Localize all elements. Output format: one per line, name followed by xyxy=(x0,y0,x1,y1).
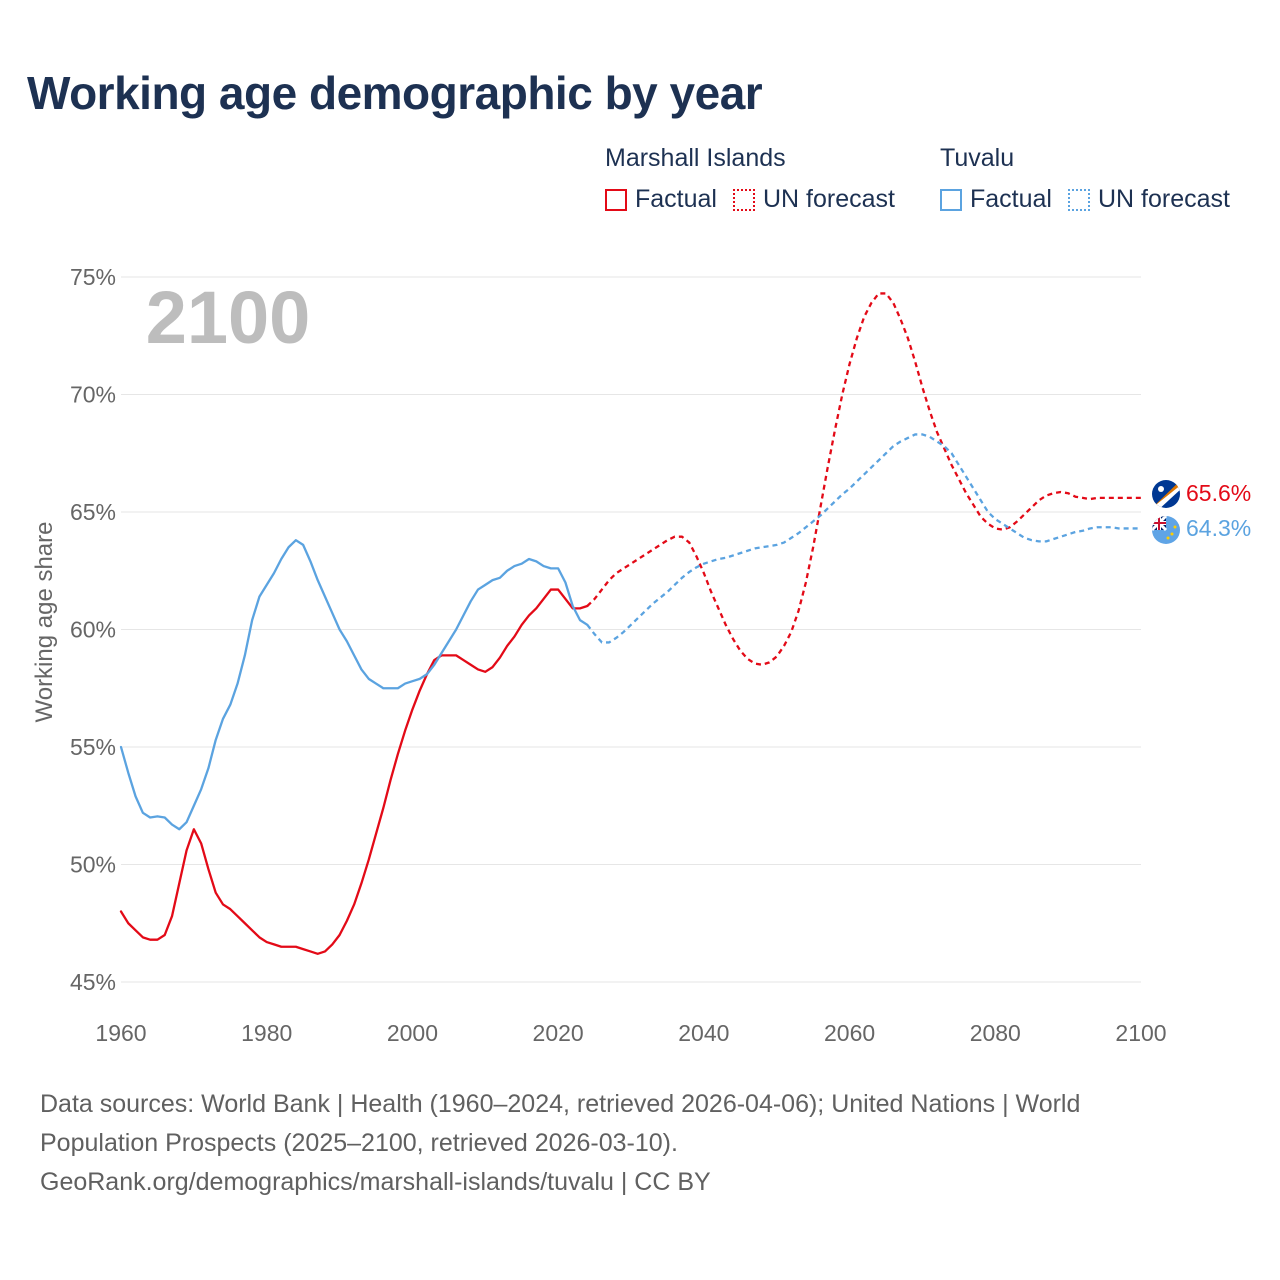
current-year-watermark: 2100 xyxy=(146,276,311,359)
y-axis-label: Working age share xyxy=(31,522,58,723)
y-tick-label: 45% xyxy=(70,969,116,995)
y-tick-label: 55% xyxy=(70,734,116,760)
marshall-islands-end-value: 65.6% xyxy=(1186,480,1251,506)
legend-label: UN forecast xyxy=(1097,185,1230,213)
y-tick-label: 60% xyxy=(70,617,116,643)
legend-swatch-solid-icon xyxy=(605,188,627,211)
legend-item-marshall-forecast[interactable]: UN forecast xyxy=(732,185,895,214)
tuvalu-factual-line xyxy=(119,539,589,831)
legend-country-name: Marshall Islands xyxy=(605,144,786,172)
legend-item-tuvalu-forecast[interactable]: UN forecast xyxy=(1067,185,1230,214)
marshall-islands-factual-line xyxy=(119,588,589,955)
tuvalu-end-value: 64.3% xyxy=(1186,515,1251,541)
legend-label: Factual xyxy=(970,185,1052,213)
marshall-islands-flag-icon xyxy=(1152,480,1180,508)
y-tick-label: 75% xyxy=(70,264,116,290)
y-tick-label: 65% xyxy=(70,499,116,525)
legend-swatch-solid-icon xyxy=(940,188,962,211)
legend-label: UN forecast xyxy=(762,185,895,213)
legend-country-name: Tuvalu xyxy=(940,144,1015,172)
tuvalu-flag-icon xyxy=(1152,516,1180,544)
legend-swatch-dotted-icon xyxy=(1067,188,1090,211)
x-tick-label: 2000 xyxy=(387,1020,438,1046)
chart-title: Working age demographic by year xyxy=(27,67,763,119)
x-tick-label: 2080 xyxy=(970,1020,1021,1046)
marshall-islands-forecast-line xyxy=(586,292,1141,666)
x-tick-label: 1960 xyxy=(95,1020,146,1046)
x-tick-label: 1980 xyxy=(241,1020,292,1046)
y-tick-label: 50% xyxy=(70,852,116,878)
footer-line: Population Prospects (2025–2100, retriev… xyxy=(40,1129,678,1157)
x-tick-label: 2060 xyxy=(824,1020,875,1046)
x-tick-label: 2100 xyxy=(1115,1020,1166,1046)
footer-link[interactable]: GeoRank.org/demographics/marshall-island… xyxy=(40,1168,711,1196)
x-tick-label: 2040 xyxy=(678,1020,729,1046)
legend-swatch-dotted-icon xyxy=(732,188,755,211)
chart-plot-area: 45% 50% 55% 60% 65% 70% 75% 1960 1980 2000 2020 204… xyxy=(31,264,1251,1046)
legend-group-tuvalu: Tuvalu Factual UN forecast xyxy=(940,144,1246,214)
legend-item-marshall-factual[interactable]: Factual xyxy=(605,185,717,214)
x-tick-label: 2020 xyxy=(533,1020,584,1046)
y-tick-label: 70% xyxy=(70,382,116,408)
legend-label: Factual xyxy=(635,185,717,213)
footer-line: Data sources: World Bank | Health (1960–… xyxy=(40,1090,1081,1118)
source-footer: Data sources: World Bank | Health (1960–… xyxy=(40,1085,1240,1202)
legend-group-marshall-islands: Marshall Islands Factual UN forecast xyxy=(605,144,911,214)
tuvalu-forecast-line xyxy=(586,433,1141,644)
legend-item-tuvalu-factual[interactable]: Factual xyxy=(940,185,1052,214)
